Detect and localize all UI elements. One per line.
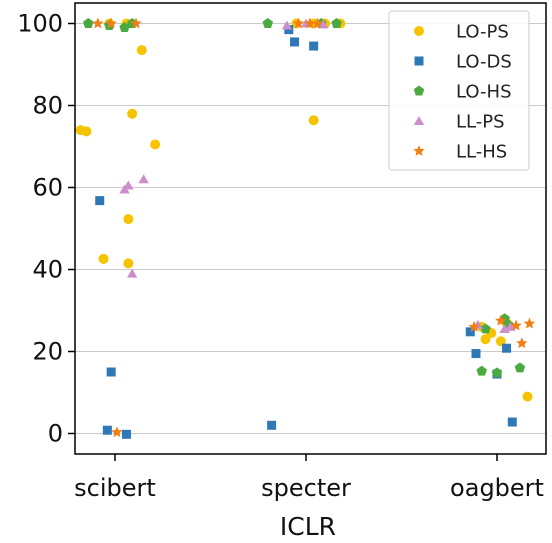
data-point [292, 17, 305, 29]
legend-label: LO-PS [456, 22, 509, 43]
data-point [311, 17, 324, 29]
data-point [309, 41, 319, 51]
data-point [281, 20, 293, 30]
data-point [502, 343, 512, 353]
legend-box [388, 10, 530, 171]
data-point [507, 417, 517, 427]
data-point [150, 139, 161, 150]
x-tick-label: scibert [74, 474, 156, 502]
data-point [523, 317, 536, 329]
legend-label: LO-HS [456, 82, 512, 103]
legend-marker [413, 85, 425, 96]
y-tick-label: 20 [32, 338, 63, 366]
data-point [308, 115, 319, 126]
data-point [317, 19, 329, 29]
data-point [476, 365, 487, 376]
data-point [468, 320, 480, 332]
y-tick-label: 60 [32, 174, 63, 202]
legend: LO-PS LO-DS LO-HS LL-PS LL-HS [388, 10, 530, 171]
data-point [123, 258, 134, 269]
data-point [106, 367, 116, 377]
data-point [471, 349, 481, 359]
data-point [105, 17, 117, 29]
x-axis-title: ICLR [280, 512, 336, 541]
y-tick-label: 80 [32, 92, 63, 120]
data-point [480, 323, 491, 334]
data-point [123, 180, 134, 190]
plot-frame [74, 2, 547, 455]
data-point [331, 18, 342, 28]
data-point [495, 314, 507, 326]
data-point [98, 253, 109, 264]
data-point [516, 337, 528, 349]
data-point [102, 425, 112, 435]
series-ll-hs [92, 17, 536, 438]
y-tick-label: 0 [48, 420, 63, 448]
data-point [284, 25, 294, 35]
data-point [136, 45, 147, 56]
data-point [480, 334, 491, 345]
data-point [465, 327, 475, 337]
y-tick-label: 100 [17, 10, 63, 38]
legend-marker [414, 26, 424, 36]
data-point [304, 17, 316, 29]
data-point [522, 391, 533, 402]
data-point [119, 22, 130, 33]
data-point [491, 367, 503, 378]
data-point [138, 174, 149, 184]
data-point [290, 37, 300, 47]
legend-label: LO-DS [456, 52, 512, 73]
legend-marker [414, 56, 424, 66]
data-point [83, 18, 94, 28]
legend-marker [413, 116, 425, 125]
legend-marker [413, 145, 425, 156]
data-point [111, 426, 123, 438]
data-point [267, 420, 277, 430]
data-point [81, 126, 92, 137]
data-point [123, 214, 134, 225]
data-point [510, 319, 522, 331]
data-point [92, 17, 104, 29]
data-point [95, 196, 105, 206]
legend-label: LL-PS [456, 112, 505, 133]
legend-label: LL-HS [456, 142, 507, 163]
x-axis: scibert specter oagbert [74, 454, 544, 502]
data-point [505, 321, 516, 331]
data-point [126, 268, 138, 278]
data-point [514, 362, 526, 373]
data-points [75, 17, 536, 439]
y-tick-label: 40 [32, 256, 63, 284]
y-axis: 0 20 40 60 80 100 [17, 10, 75, 448]
data-point [127, 108, 138, 119]
data-point [121, 429, 131, 439]
x-tick-label: specter [261, 474, 351, 502]
data-point [130, 17, 142, 29]
x-tick-label: oagbert [450, 474, 544, 502]
data-point [262, 18, 274, 28]
